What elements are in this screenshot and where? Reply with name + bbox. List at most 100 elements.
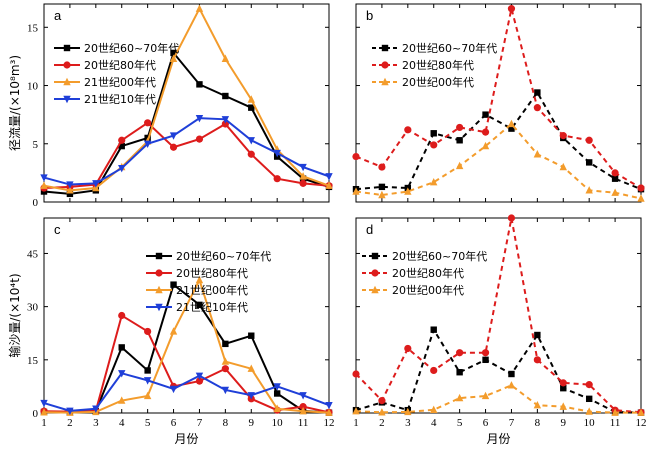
- x-tick-label: 5: [457, 417, 463, 429]
- legend-label: 20世纪00年代: [392, 283, 464, 297]
- data-point: [222, 340, 229, 348]
- data-point: [195, 372, 204, 380]
- data-point: [143, 140, 152, 148]
- data-point: [404, 187, 412, 195]
- data-point: [481, 128, 490, 136]
- data-point: [248, 104, 255, 111]
- data-point: [611, 408, 619, 416]
- x-tick-label: 6: [483, 417, 489, 429]
- x-tick-label: 7: [197, 417, 203, 429]
- x-tick-label: 1: [41, 417, 47, 429]
- x-tick-label: 9: [249, 417, 255, 429]
- plot-frame: [43, 217, 330, 414]
- data-point: [169, 327, 178, 335]
- data-point: [195, 377, 204, 385]
- data-point: [195, 114, 204, 123]
- legend-marker: [381, 61, 389, 69]
- data-point: [118, 165, 126, 173]
- data-point: [221, 120, 229, 128]
- data-point: [325, 181, 333, 189]
- plot-frame: [355, 3, 642, 203]
- data-point: [482, 356, 489, 364]
- series-line: [43, 372, 330, 412]
- data-point: [482, 111, 489, 118]
- data-point: [144, 367, 151, 374]
- legend-marker: [155, 269, 163, 277]
- x-tick-label: 4: [431, 417, 437, 429]
- x-tick-label: 1: [353, 417, 359, 429]
- data-point: [273, 149, 281, 158]
- legend: 20世纪60~70年代 20世纪80年代 21世纪00年代 21世纪10年代: [54, 41, 179, 106]
- data-point: [585, 186, 593, 194]
- panel-label: d: [366, 222, 373, 237]
- y-tick-label: 10: [27, 81, 39, 93]
- data-point: [455, 161, 464, 170]
- series-2: [40, 119, 333, 192]
- legend-marker: [63, 44, 71, 52]
- data-point: [195, 135, 204, 143]
- data-point: [559, 379, 567, 387]
- chart-panel-b: b 20世纪60~70年代 20世纪80年代 20世纪00年代: [352, 3, 645, 203]
- data-point: [559, 402, 567, 410]
- data-point: [273, 175, 281, 183]
- series-line: [355, 327, 642, 414]
- data-point: [533, 356, 541, 364]
- data-point: [325, 173, 333, 181]
- data-point: [325, 408, 333, 416]
- x-tick-label: 2: [67, 417, 73, 429]
- x-tick-label: 6: [171, 417, 177, 429]
- data-point: [169, 54, 178, 62]
- series-3: [352, 381, 645, 416]
- data-point: [40, 174, 48, 182]
- plot-frame: [43, 3, 330, 203]
- data-point: [118, 344, 125, 351]
- series-2: [352, 5, 645, 192]
- data-point: [430, 326, 437, 333]
- data-point: [169, 385, 178, 394]
- series-line: [43, 313, 330, 414]
- data-point: [533, 150, 542, 158]
- series-line: [355, 90, 642, 191]
- legend-label: 21世纪00年代: [176, 283, 248, 297]
- legend-label: 20世纪60~70年代: [84, 41, 179, 55]
- series-line: [43, 117, 330, 186]
- data-point: [507, 381, 516, 389]
- data-point: [40, 399, 48, 408]
- series-line: [355, 384, 641, 414]
- data-point: [144, 119, 152, 127]
- data-point: [352, 152, 360, 161]
- x-tick-label: 4: [119, 417, 125, 429]
- series-line: [355, 122, 642, 200]
- series-1: [352, 326, 645, 416]
- x-tick-label: 3: [405, 417, 411, 429]
- y-tick-label: 30: [27, 302, 39, 314]
- legend-label: 20世纪60~70年代: [402, 41, 497, 55]
- panel-label: b: [366, 8, 373, 23]
- data-point: [585, 159, 593, 166]
- data-point: [585, 381, 593, 389]
- data-point: [611, 175, 619, 182]
- data-point: [273, 404, 281, 412]
- data-point: [637, 184, 645, 192]
- data-point: [118, 311, 126, 320]
- legend-marker: [63, 95, 71, 104]
- x-tick-label: 8: [535, 417, 541, 429]
- data-point: [221, 386, 230, 395]
- data-point: [299, 392, 307, 400]
- data-point: [378, 163, 386, 171]
- data-point: [248, 332, 255, 339]
- data-point: [507, 5, 516, 13]
- series-line: [355, 8, 642, 189]
- legend-marker: [371, 252, 379, 260]
- data-point: [533, 401, 542, 409]
- data-point: [534, 331, 541, 339]
- data-point: [508, 125, 515, 132]
- data-point: [66, 186, 74, 194]
- y-tick-label: 15: [27, 22, 39, 34]
- data-point: [585, 136, 593, 144]
- legend-marker: [155, 285, 163, 294]
- data-point: [559, 132, 567, 140]
- data-point: [534, 89, 541, 96]
- data-point: [66, 407, 74, 416]
